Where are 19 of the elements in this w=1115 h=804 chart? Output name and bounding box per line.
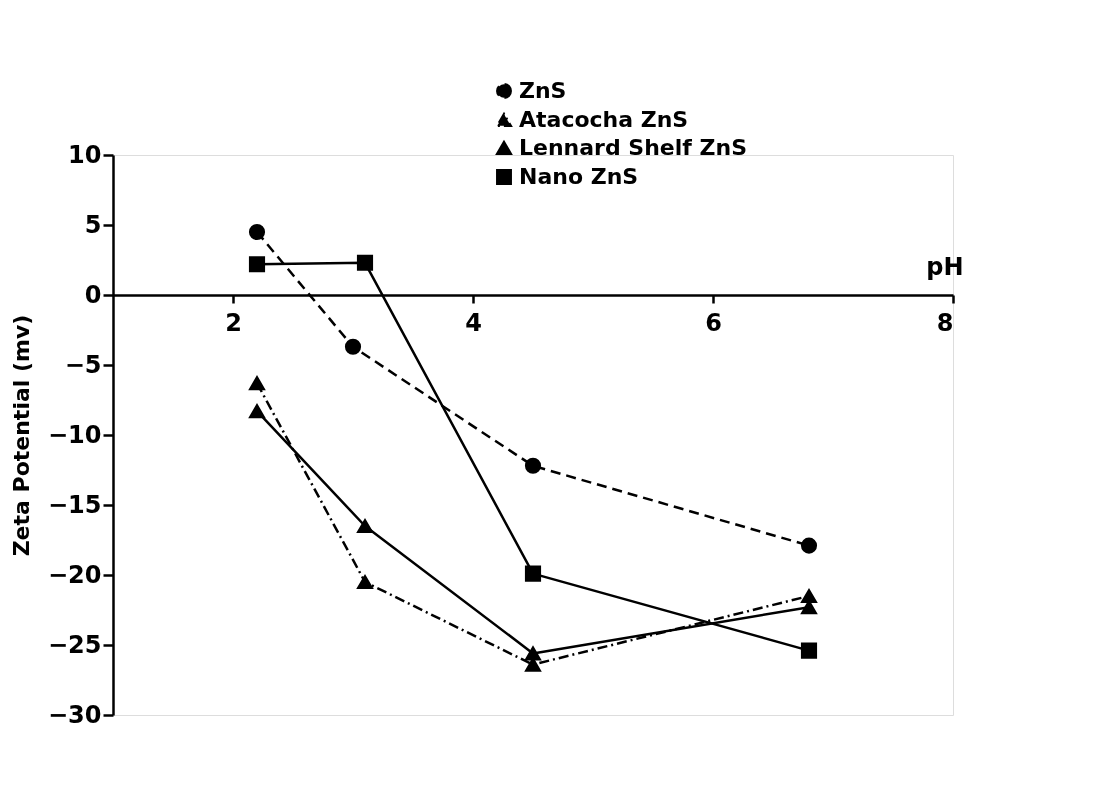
y-tick-label: −5 [64,350,102,379]
legend-label: Atacocha ZnS [519,107,689,132]
legend-label: Nano ZnS [519,164,639,189]
y-tick-label: −30 [47,700,102,729]
y-tick-label: −15 [47,490,102,519]
x-axis-title: pH [926,252,964,281]
x-tick-label: 4 [465,308,482,337]
y-tick-label: −10 [47,420,102,449]
x-tick-label: 6 [705,308,722,337]
y-axis-title: Zeta Potential (mv) [8,314,34,557]
y-tick-label: 5 [84,210,102,239]
legend-label: Lennard Shelf ZnS [519,135,748,160]
x-tick-label: 8 [936,308,954,337]
y-tick-label: 10 [68,140,102,169]
y-tick-label: −20 [47,560,102,589]
legend-label: ZnS [519,78,567,103]
y-tick-label: −25 [47,630,102,659]
y-tick-label: 0 [84,280,102,309]
x-tick-label: 2 [225,308,242,337]
